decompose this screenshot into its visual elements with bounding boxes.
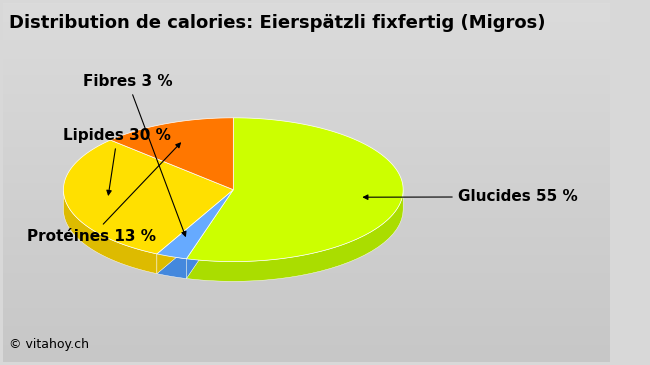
Text: Protéines 13 %: Protéines 13 % xyxy=(27,143,181,244)
Polygon shape xyxy=(187,190,233,278)
Polygon shape xyxy=(157,190,233,274)
Polygon shape xyxy=(64,191,157,274)
Text: Distribution de calories: Eierspätzli fixfertig (Migros): Distribution de calories: Eierspätzli fi… xyxy=(9,14,545,31)
Text: Lipides 30 %: Lipides 30 % xyxy=(64,128,172,195)
Text: © vitahoy.ch: © vitahoy.ch xyxy=(9,338,89,351)
Polygon shape xyxy=(187,190,403,281)
Polygon shape xyxy=(157,190,233,274)
Polygon shape xyxy=(187,118,403,262)
Polygon shape xyxy=(157,190,233,259)
Polygon shape xyxy=(64,140,233,254)
Polygon shape xyxy=(111,118,233,190)
Text: Fibres 3 %: Fibres 3 % xyxy=(83,74,186,236)
Polygon shape xyxy=(157,254,187,278)
Text: Glucides 55 %: Glucides 55 % xyxy=(363,189,577,204)
Polygon shape xyxy=(187,190,233,278)
